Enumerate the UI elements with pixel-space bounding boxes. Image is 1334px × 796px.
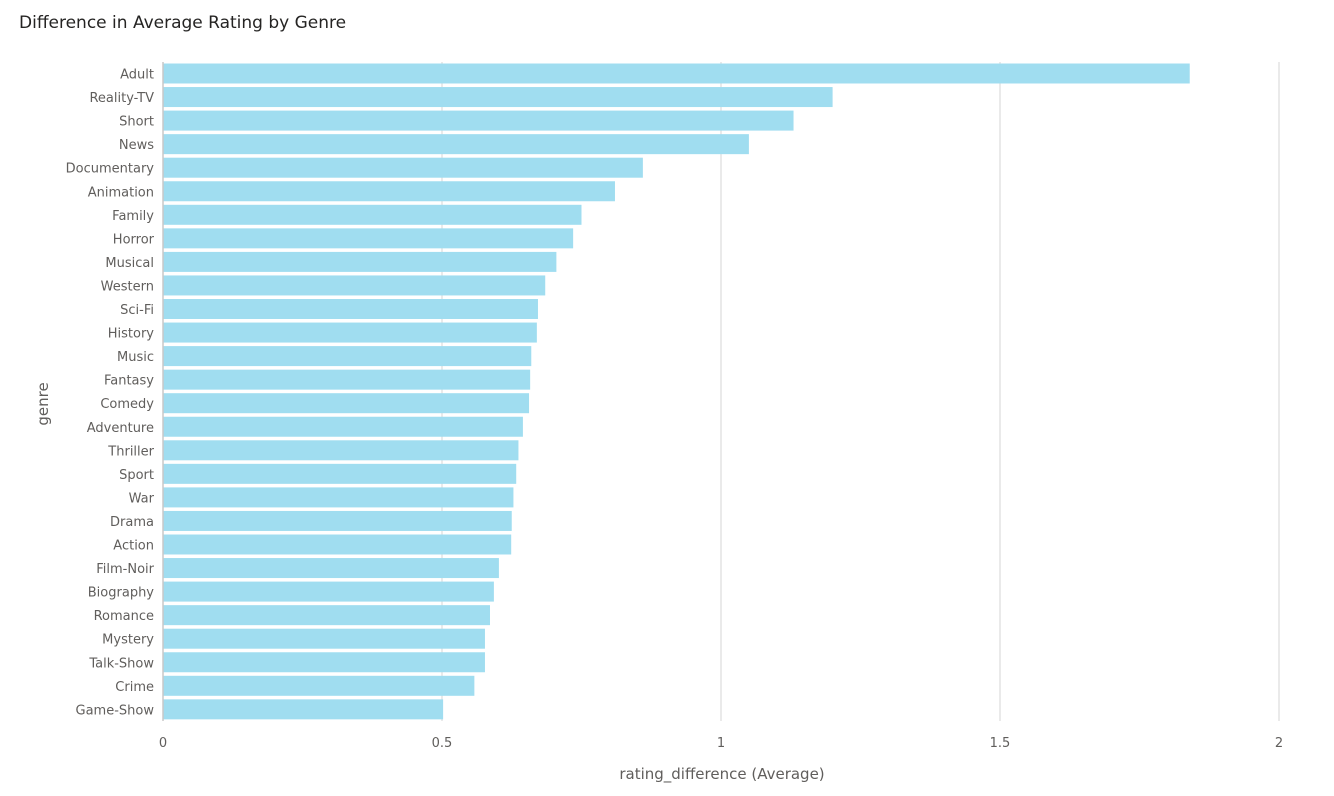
y-tick-label: Film-Noir (96, 562, 154, 577)
bar-talk-show (163, 652, 485, 673)
y-tick-label: Mystery (102, 633, 154, 648)
bar-adventure (163, 416, 523, 437)
y-tick-label: Musical (105, 256, 154, 271)
y-tick-label: Action (113, 539, 154, 554)
x-axis-ticks: 0 0.5 1 1.5 2 (159, 736, 1283, 751)
bar-biography (163, 581, 494, 602)
x-tick-label: 1 (717, 736, 725, 751)
bar-romance (163, 605, 490, 626)
bar-music (163, 346, 532, 367)
bar-horror (163, 228, 574, 249)
y-tick-label: Documentary (66, 162, 155, 177)
bar-thriller (163, 440, 519, 461)
y-tick-label: Horror (113, 232, 155, 247)
y-tick-label: Sci-Fi (120, 303, 154, 318)
y-tick-label: Adventure (87, 421, 154, 436)
bars (163, 63, 1190, 720)
bar-mystery (163, 628, 485, 649)
bar-musical (163, 251, 557, 272)
y-tick-label: Family (112, 209, 154, 224)
bar-fantasy (163, 369, 531, 390)
y-tick-label: Comedy (100, 397, 154, 412)
y-tick-label: Western (101, 279, 154, 294)
x-axis-title: rating_difference (Average) (619, 765, 824, 784)
bar-crime (163, 675, 475, 696)
y-tick-label: War (129, 491, 155, 506)
y-tick-label: Game-Show (76, 703, 155, 718)
bar-animation (163, 181, 615, 202)
bar-drama (163, 510, 512, 531)
bar-history (163, 322, 537, 343)
chart-title: Difference in Average Rating by Genre (19, 13, 347, 33)
y-axis-labels: Adult Reality-TV Short News Documentary Anima… (66, 68, 155, 719)
y-tick-label: Adult (120, 68, 154, 83)
y-tick-label: Romance (94, 609, 154, 624)
x-tick-label: 0.5 (432, 736, 453, 751)
y-tick-label: Short (119, 115, 154, 130)
bar-game-show (163, 699, 444, 720)
bar-film-noir (163, 558, 499, 579)
y-tick-label: Sport (119, 468, 154, 483)
bar-western (163, 275, 546, 296)
y-tick-label: Music (117, 350, 154, 365)
bar-sci-fi (163, 299, 538, 319)
x-tick-label: 1.5 (990, 736, 1011, 751)
bar-reality-tv (163, 87, 833, 108)
bar-family (163, 204, 582, 225)
bar-comedy (163, 393, 530, 414)
y-tick-label: Fantasy (104, 374, 154, 389)
bar-adult (163, 63, 1190, 84)
bar-documentary (163, 157, 643, 178)
y-tick-label: Talk-Show (88, 656, 154, 671)
y-tick-label: Biography (88, 586, 155, 601)
x-tick-label: 2 (1275, 736, 1283, 751)
x-tick-label: 0 (159, 736, 167, 751)
bar-war (163, 487, 514, 508)
y-axis-title: genre (34, 382, 52, 425)
bar-action (163, 534, 512, 555)
y-tick-label: History (108, 327, 155, 342)
bar-short (163, 110, 794, 131)
y-tick-label: Crime (115, 680, 154, 695)
y-tick-label: Thriller (107, 444, 154, 459)
y-tick-label: Reality-TV (89, 91, 154, 106)
y-tick-label: News (119, 138, 154, 153)
bar-news (163, 134, 749, 155)
y-tick-label: Drama (110, 515, 154, 530)
bar-sport (163, 463, 517, 484)
y-tick-label: Animation (88, 185, 154, 200)
